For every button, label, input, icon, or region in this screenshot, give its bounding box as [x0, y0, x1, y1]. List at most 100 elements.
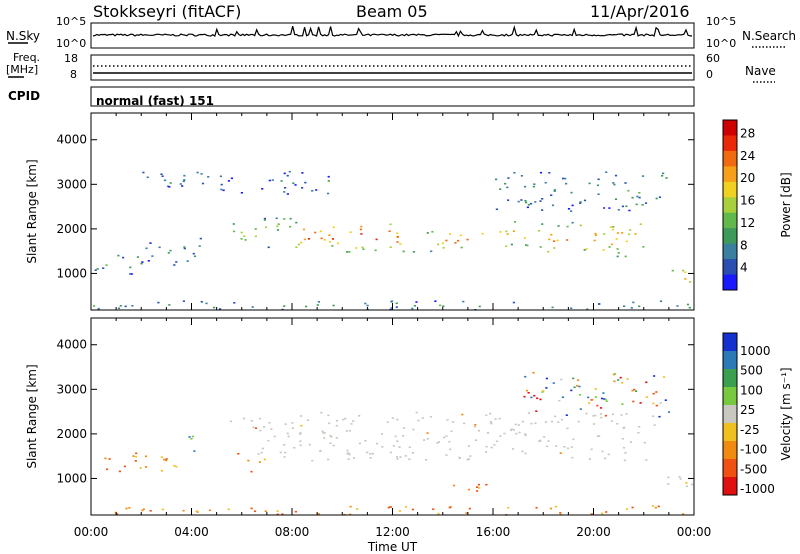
scatter-cell: [599, 413, 603, 415]
scatter-cell: [490, 422, 493, 425]
scatter-cell: [550, 233, 553, 236]
scatter-cell: [260, 451, 263, 454]
scatter-cell: [612, 373, 615, 376]
scatter-cell: [655, 404, 658, 407]
scatter-cell: [404, 455, 407, 457]
scatter-cell: [459, 234, 462, 237]
scatter-cell: [607, 453, 610, 456]
colorbar-segment: [723, 405, 737, 424]
scatter-cell: [624, 255, 627, 258]
scatter-cell: [521, 450, 524, 453]
scatter-cell: [553, 247, 556, 249]
scatter-cell: [523, 237, 526, 239]
scatter-cell: [578, 394, 582, 396]
scatter-cell: [655, 197, 658, 200]
scatter-cell: [539, 398, 542, 401]
scatter-cell: [386, 421, 389, 423]
scatter-cell: [332, 226, 335, 229]
noise-strip: [90, 22, 695, 49]
colorbar-segment: [723, 135, 737, 152]
scatter-cell: [541, 391, 544, 393]
scatter-cell: [395, 306, 398, 308]
y-axis-label: Slant Range [km]: [25, 364, 39, 468]
scatter-cell: [530, 202, 533, 205]
scatter-cell: [142, 171, 145, 174]
scatter-cell: [391, 417, 394, 419]
scatter-cell: [358, 415, 361, 417]
scatter-cell: [566, 447, 570, 450]
scatter-cell: [533, 183, 536, 185]
scatter-cell: [169, 182, 172, 184]
scatter-cell: [548, 172, 551, 174]
scatter-cell: [304, 181, 307, 184]
scatter-cell: [603, 207, 606, 209]
scatter-cell: [396, 241, 399, 243]
scatter-cell: [411, 307, 414, 310]
scatter-cell: [573, 386, 576, 389]
scatter-cell: [449, 448, 452, 451]
scatter-cell: [499, 188, 502, 190]
scatter-cell: [299, 440, 302, 442]
scatter-cell: [141, 261, 144, 263]
scatter-cell: [616, 248, 619, 250]
scatter-cell: [621, 205, 624, 208]
scatter-cell: [344, 417, 347, 420]
scatter-cell: [499, 231, 502, 233]
scatter-cell: [316, 304, 319, 306]
freq-tick-bottom: 8: [70, 68, 77, 81]
scatter-cell: [96, 268, 99, 270]
scatter-cell: [169, 249, 172, 252]
scatter-cell: [665, 177, 668, 179]
scatter-cell: [620, 414, 623, 416]
scatter-cell: [608, 246, 611, 248]
scatter-cell: [512, 230, 515, 232]
scatter-cell: [642, 246, 645, 248]
scatter-cell: [104, 457, 107, 460]
scatter-cell: [299, 444, 302, 447]
scatter-cell: [645, 381, 648, 384]
scatter-cell: [604, 457, 607, 460]
scatter-cell: [579, 408, 582, 410]
scatter-cell: [408, 458, 411, 460]
scatter-cell: [300, 241, 303, 244]
scatter-cell: [279, 451, 282, 454]
scatter-cell: [615, 238, 618, 240]
scatter-cell: [193, 255, 197, 258]
scatter-cell: [345, 430, 348, 432]
scatter-cell: [462, 300, 465, 303]
colorbar-segment: [723, 459, 737, 478]
scatter-cell: [396, 232, 399, 235]
scatter-cell: [625, 240, 628, 243]
scatter-cell: [426, 432, 429, 434]
scatter-cell: [335, 419, 339, 422]
scatter-cell: [641, 204, 644, 206]
colorbar-segment: [723, 423, 737, 442]
scatter-cell: [597, 193, 600, 195]
scatter-cell: [583, 199, 587, 202]
scatter-cell: [477, 429, 480, 432]
scatter-cell: [425, 459, 428, 461]
scatter-cell: [461, 413, 464, 416]
scatter-cell: [653, 424, 656, 426]
scatter-cell: [264, 510, 267, 512]
x-tick-label: 12:00: [375, 525, 410, 539]
colorbar-segment: [723, 259, 737, 276]
scatter-cell: [596, 184, 600, 187]
scatter-cell: [291, 427, 294, 429]
scatter-cell: [554, 415, 557, 418]
scatter-cell: [280, 180, 283, 182]
scatter-cell: [267, 246, 270, 249]
scatter-cell: [624, 182, 627, 184]
scatter-cell: [106, 468, 109, 471]
scatter-cell: [144, 466, 148, 468]
scatter-cell: [629, 229, 632, 231]
scatter-cell: [560, 378, 563, 381]
scatter-cell: [545, 387, 548, 389]
scatter-cell: [319, 450, 322, 452]
scatter-cell: [168, 186, 171, 188]
scatter-cell: [507, 177, 510, 179]
scatter-cell: [173, 465, 176, 467]
scatter-cell: [284, 187, 287, 189]
scatter-cell: [566, 427, 569, 430]
scatter-cell: [323, 239, 326, 241]
